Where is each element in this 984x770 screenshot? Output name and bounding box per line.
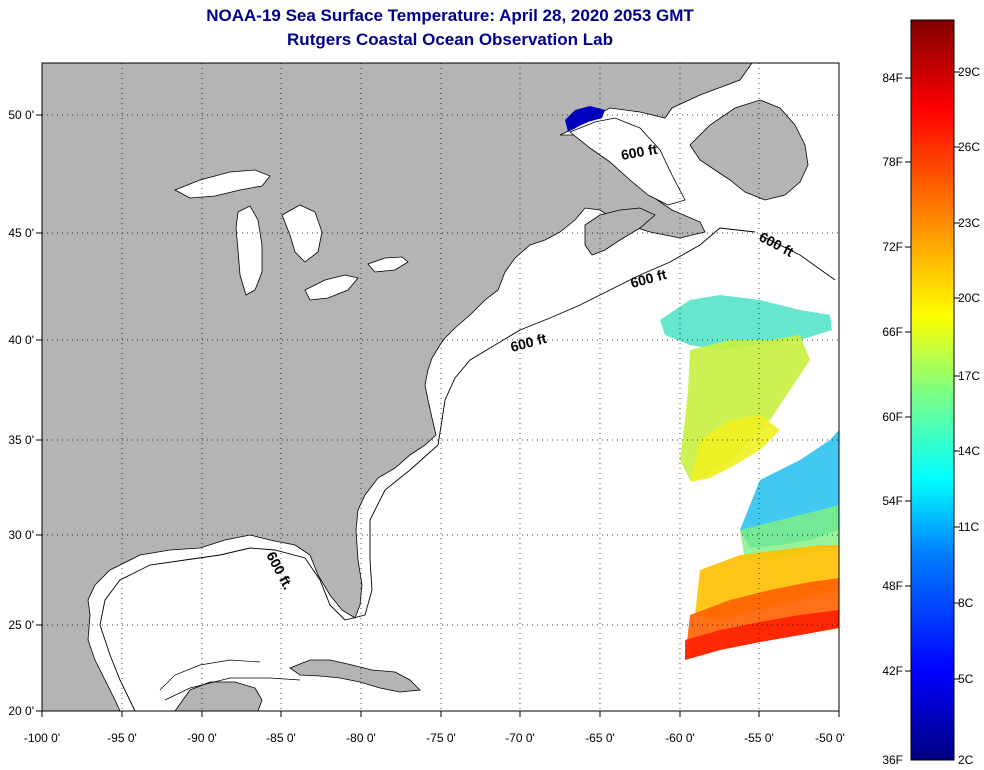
fahrenheit-label: 72F — [882, 240, 903, 254]
contour-label: 600 ft — [620, 141, 659, 163]
lon-label: -85 0' — [266, 731, 296, 745]
newfoundland-island — [689, 99, 809, 201]
fahrenheit-label: 78F — [882, 155, 903, 169]
lon-label: -90 0' — [187, 731, 217, 745]
map-title: NOAA-19 Sea Surface Temperature: April 2… — [206, 6, 694, 25]
lon-label: -50 0' — [815, 731, 845, 745]
sst-data-layer — [565, 106, 839, 660]
colorbar-celsius-labels: 29C 26C 23C 20C 17C 14C 11C 8C 5C 2C — [958, 65, 980, 767]
lat-label: 50 0' — [8, 108, 34, 122]
land-layer — [42, 63, 809, 711]
lon-label: -55 0' — [744, 731, 774, 745]
lon-label: -60 0' — [665, 731, 695, 745]
map-subtitle: Rutgers Coastal Ocean Observation Lab — [287, 30, 613, 49]
lon-label: -65 0' — [585, 731, 615, 745]
colorbar-ticks — [905, 71, 960, 680]
lat-label: 40 0' — [8, 333, 34, 347]
celsius-label: 2C — [958, 753, 974, 767]
lake-michigan — [235, 205, 263, 296]
depth-contour-gulf-inner — [159, 659, 301, 701]
grid-lines — [42, 63, 839, 711]
lon-label: -80 0' — [346, 731, 376, 745]
celsius-label: 23C — [958, 216, 980, 230]
longitude-labels: -100 0' -95 0' -90 0' -85 0' -80 0' -75 … — [24, 731, 845, 745]
lake-erie — [304, 274, 359, 301]
lake-ontario — [367, 256, 409, 273]
celsius-label: 14C — [958, 444, 980, 458]
fahrenheit-label: 36F — [882, 753, 903, 767]
celsius-label: 26C — [958, 140, 980, 154]
lon-label: -95 0' — [107, 731, 137, 745]
celsius-label: 8C — [958, 596, 974, 610]
fahrenheit-label: 48F — [882, 579, 903, 593]
celsius-label: 5C — [958, 672, 974, 686]
tick-marks — [36, 114, 840, 717]
gulf-of-st-lawrence — [569, 117, 686, 206]
lon-label: -75 0' — [426, 731, 456, 745]
lake-huron — [281, 204, 323, 263]
lon-label: -70 0' — [505, 731, 535, 745]
celsius-label: 17C — [958, 369, 980, 383]
fahrenheit-label: 84F — [882, 71, 903, 85]
colorbar-fahrenheit-labels: 84F 78F 72F 66F 60F 54F 48F 42F 36F — [882, 71, 903, 767]
fahrenheit-label: 54F — [882, 494, 903, 508]
fahrenheit-label: 60F — [882, 410, 903, 424]
celsius-label: 20C — [958, 291, 980, 305]
celsius-label: 29C — [958, 65, 980, 79]
lake-superior — [174, 169, 271, 199]
lat-label: 45 0' — [8, 226, 34, 240]
yucatan-peninsula — [174, 681, 263, 711]
lat-label: 30 0' — [8, 528, 34, 542]
fahrenheit-label: 42F — [882, 664, 903, 678]
lat-label: 20 0' — [8, 704, 34, 718]
lat-label: 25 0' — [8, 618, 34, 632]
celsius-label: 11C — [958, 520, 979, 534]
latitude-labels: 50 0' 45 0' 40 0' 35 0' 30 0' 25 0' 20 0… — [8, 108, 34, 718]
lon-label: -100 0' — [24, 731, 60, 745]
depth-contour-600ft — [99, 227, 836, 712]
cuba-island — [289, 659, 421, 693]
nova-scotia — [584, 207, 656, 256]
fahrenheit-label: 66F — [882, 325, 903, 339]
colorbar — [910, 19, 955, 761]
lat-label: 35 0' — [8, 433, 34, 447]
